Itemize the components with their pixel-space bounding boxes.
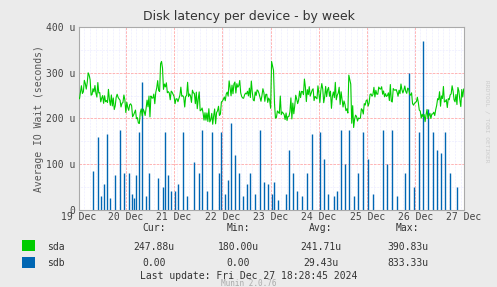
Text: 241.71u: 241.71u	[300, 242, 341, 252]
Text: sdb: sdb	[47, 258, 65, 268]
Text: RRDTOOL / TOBI OETIKER: RRDTOOL / TOBI OETIKER	[485, 80, 490, 163]
Text: 833.33u: 833.33u	[387, 258, 428, 268]
Text: 0.00: 0.00	[227, 258, 250, 268]
Y-axis label: Average IO Wait (seconds): Average IO Wait (seconds)	[34, 45, 44, 192]
Text: Min:: Min:	[227, 223, 250, 233]
Text: Disk latency per device - by week: Disk latency per device - by week	[143, 10, 354, 23]
Text: Cur:: Cur:	[142, 223, 166, 233]
Text: Munin 2.0.76: Munin 2.0.76	[221, 279, 276, 287]
Text: sda: sda	[47, 242, 65, 252]
Text: 0.00: 0.00	[142, 258, 166, 268]
Text: 29.43u: 29.43u	[303, 258, 338, 268]
Text: Max:: Max:	[396, 223, 419, 233]
Text: 247.88u: 247.88u	[134, 242, 174, 252]
Text: Avg:: Avg:	[309, 223, 332, 233]
Text: 180.00u: 180.00u	[218, 242, 259, 252]
Text: Last update: Fri Dec 27 18:28:45 2024: Last update: Fri Dec 27 18:28:45 2024	[140, 271, 357, 281]
Text: 390.83u: 390.83u	[387, 242, 428, 252]
